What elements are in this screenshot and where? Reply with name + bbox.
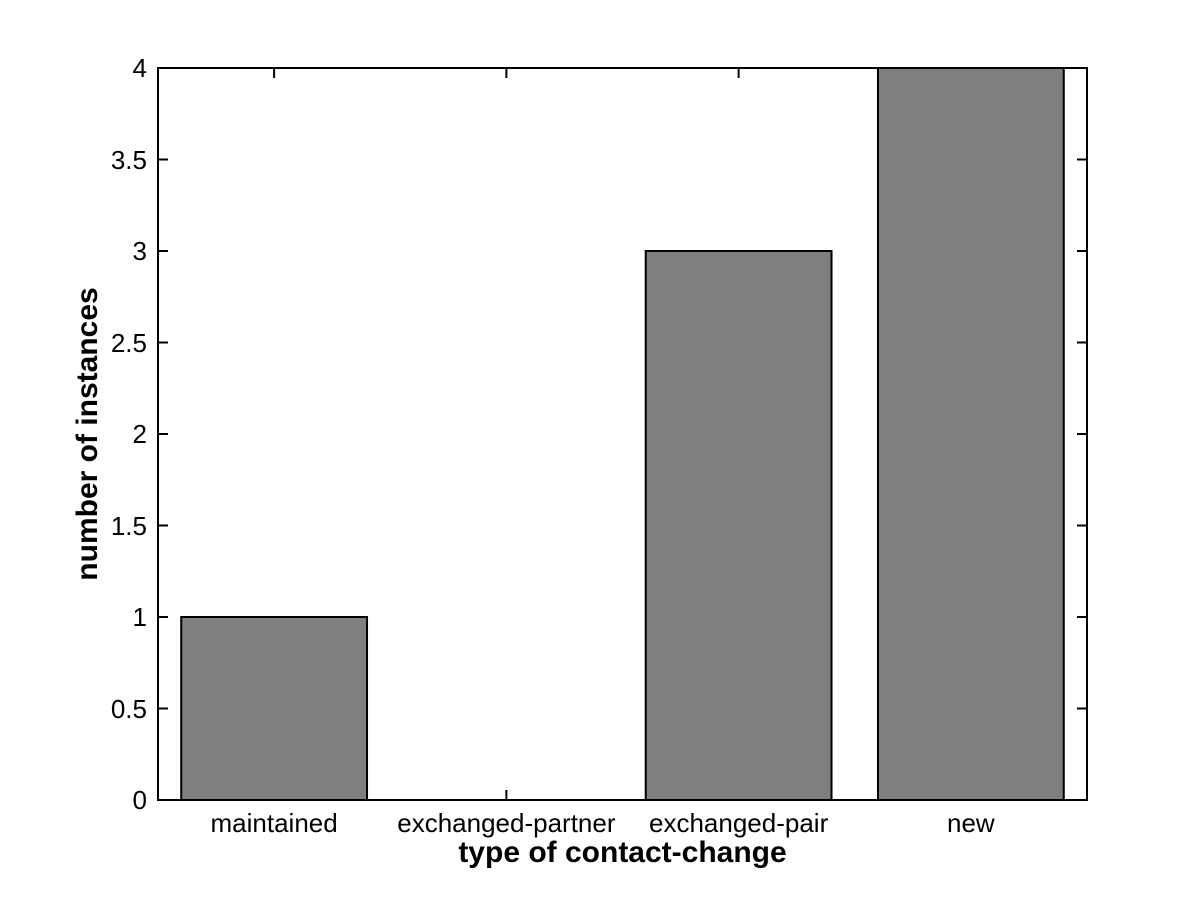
- y-tick-label: 2.5: [110, 327, 147, 358]
- x-tick-label: maintained: [210, 808, 338, 838]
- y-tick-label: 1.5: [110, 510, 147, 541]
- y-tick-label: 4: [132, 53, 147, 83]
- x-tick-label: exchanged-partner: [397, 808, 616, 838]
- y-axis-label: number of instances: [71, 287, 104, 581]
- axis-frame: [157, 67, 1088, 801]
- x-axis-label: type of contact-change: [458, 836, 787, 869]
- bar-exchanged-pair: [644, 250, 833, 801]
- x-tick-label: new: [947, 808, 995, 838]
- y-tick-label: 0.5: [110, 693, 147, 724]
- x-tick-label: exchanged-pair: [649, 808, 829, 838]
- y-tick-label: 3: [132, 236, 147, 266]
- y-tick-label: 3.5: [110, 144, 147, 175]
- bar-new: [876, 67, 1065, 801]
- y-tick-label: 0: [132, 785, 147, 815]
- y-tick-label: 2: [132, 419, 147, 449]
- y-tick-label: 1: [132, 602, 147, 632]
- bar-maintained: [180, 616, 369, 801]
